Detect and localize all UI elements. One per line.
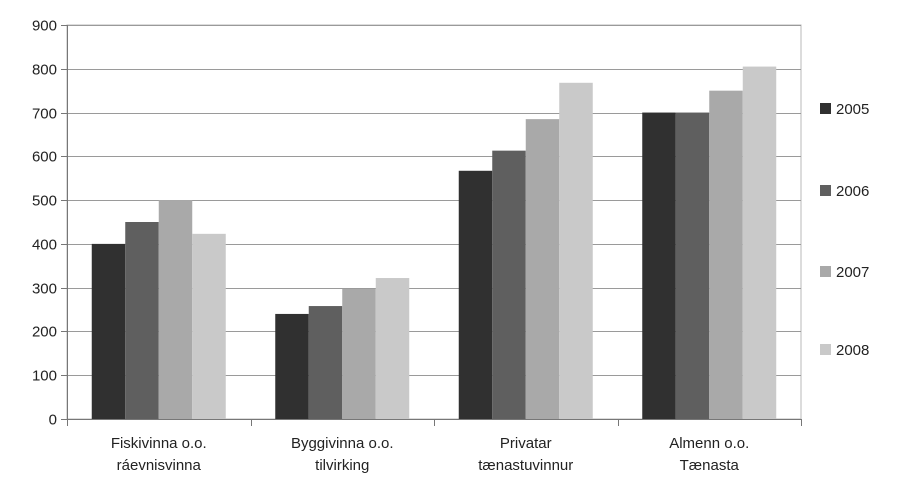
bar-2008 <box>742 66 777 419</box>
legend: 2005 2006 2007 2008 <box>820 101 869 359</box>
y-tick-label: 0 <box>49 412 57 429</box>
y-tick-label: 200 <box>32 324 57 341</box>
bar-2005 <box>91 243 126 419</box>
legend-swatch-2006 <box>820 185 831 196</box>
y-tick-label: 400 <box>32 237 57 254</box>
legend-swatch-2008 <box>820 344 831 355</box>
x-category-label: Almenn o.o. <box>669 435 749 452</box>
y-tick-label: 900 <box>32 18 57 35</box>
bar-2008 <box>559 82 593 419</box>
bar-2006 <box>492 150 526 420</box>
bar-2006 <box>308 306 343 419</box>
bar-2007 <box>158 200 193 419</box>
y-tick-label: 300 <box>32 281 57 298</box>
y-tick-label: 100 <box>32 368 57 385</box>
bar-2006 <box>125 222 159 419</box>
x-category-label: Privatar <box>500 435 552 452</box>
y-tick-label: 600 <box>32 149 57 166</box>
bar-2005 <box>458 170 493 419</box>
bar-2007 <box>709 90 743 420</box>
legend-label-2006: 2006 <box>836 183 869 200</box>
legend-swatch-2005 <box>820 103 831 114</box>
bars <box>91 66 777 420</box>
bar-2005 <box>642 112 676 420</box>
bar-2008 <box>192 233 226 419</box>
x-category-label: Fiskivinna o.o. <box>111 435 207 452</box>
x-category-label: tænastuvinnur <box>478 457 573 474</box>
legend-label-2008: 2008 <box>836 342 869 359</box>
y-tick-label: 700 <box>32 106 57 123</box>
bar-2008 <box>375 278 410 419</box>
bar-2006 <box>675 112 710 420</box>
x-category-label: Tænasta <box>680 457 740 474</box>
y-tick-label: 800 <box>32 62 57 79</box>
y-tick-label: 500 <box>32 193 57 210</box>
axes: 0 100 200 300 400 500 600 700 800 900 Fiskivinna o… <box>32 18 802 474</box>
bar-2007 <box>342 288 376 419</box>
x-category-label: Byggivinna o.o. <box>291 435 394 452</box>
bar-2005 <box>275 313 309 419</box>
bar-2007 <box>525 119 560 419</box>
x-category-label: ráevnisvinna <box>117 457 202 474</box>
legend-label-2005: 2005 <box>836 101 869 118</box>
legend-label-2007: 2007 <box>836 264 869 281</box>
legend-swatch-2007 <box>820 266 831 277</box>
x-category-label: tilvirking <box>315 457 369 474</box>
